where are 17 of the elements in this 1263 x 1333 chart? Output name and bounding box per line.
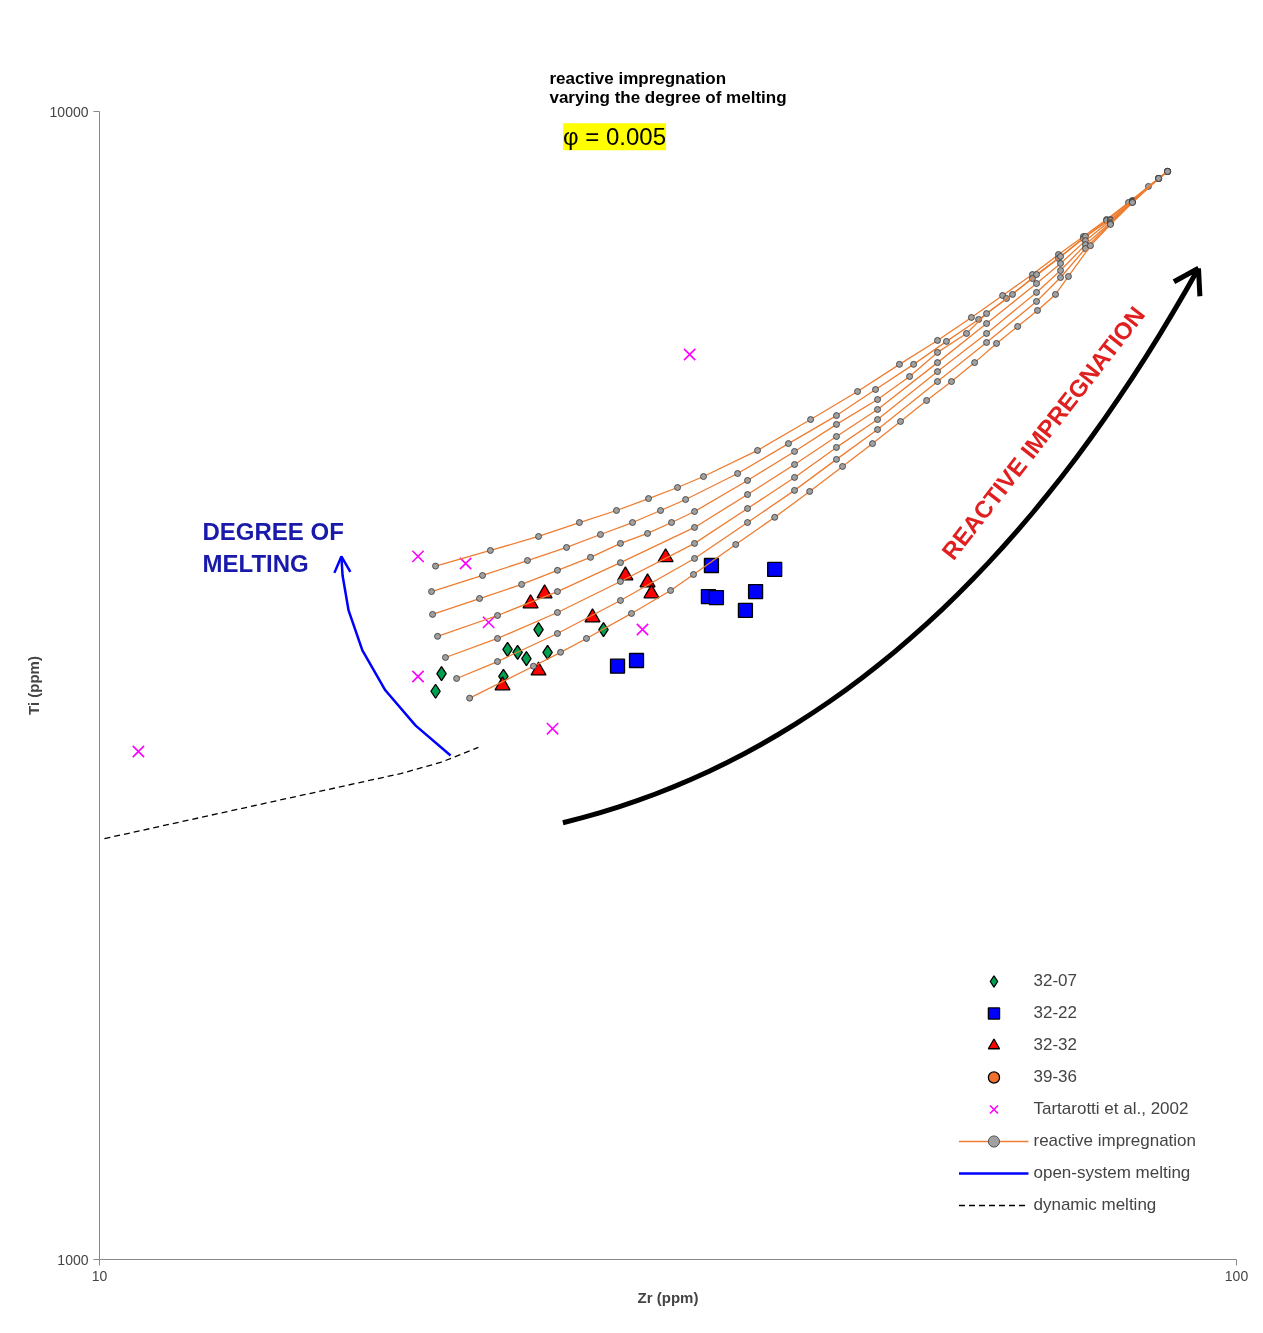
x-tick-label: 10 — [91, 1267, 108, 1284]
legend-label: 39-36 — [1033, 1066, 1077, 1088]
legend-label: dynamic melting — [1033, 1194, 1157, 1216]
x-axis-title: Zr (ppm) — [637, 1288, 699, 1306]
y-tick-label: 10000 — [49, 103, 89, 120]
annotation: DEGREE OF MELTING — [202, 518, 344, 578]
y-tick-label: 1000 — [57, 1251, 89, 1268]
annotation: φ = 0.005 — [563, 123, 667, 151]
legend-label: 32-07 — [1033, 970, 1077, 992]
x-tick-label: 100 — [1224, 1267, 1249, 1284]
y-axis-title: Ti (ppm) — [24, 656, 42, 715]
chart-title: reactive impregnation varying the degree of melting — [549, 68, 787, 107]
legend-label: 32-22 — [1033, 1002, 1077, 1024]
legend-label: Tartarotti et al., 2002 — [1033, 1098, 1189, 1120]
legend-label: reactive impregnation — [1033, 1130, 1196, 1152]
legend-label: 32-32 — [1033, 1034, 1077, 1056]
legend-label: open-system melting — [1033, 1162, 1191, 1184]
